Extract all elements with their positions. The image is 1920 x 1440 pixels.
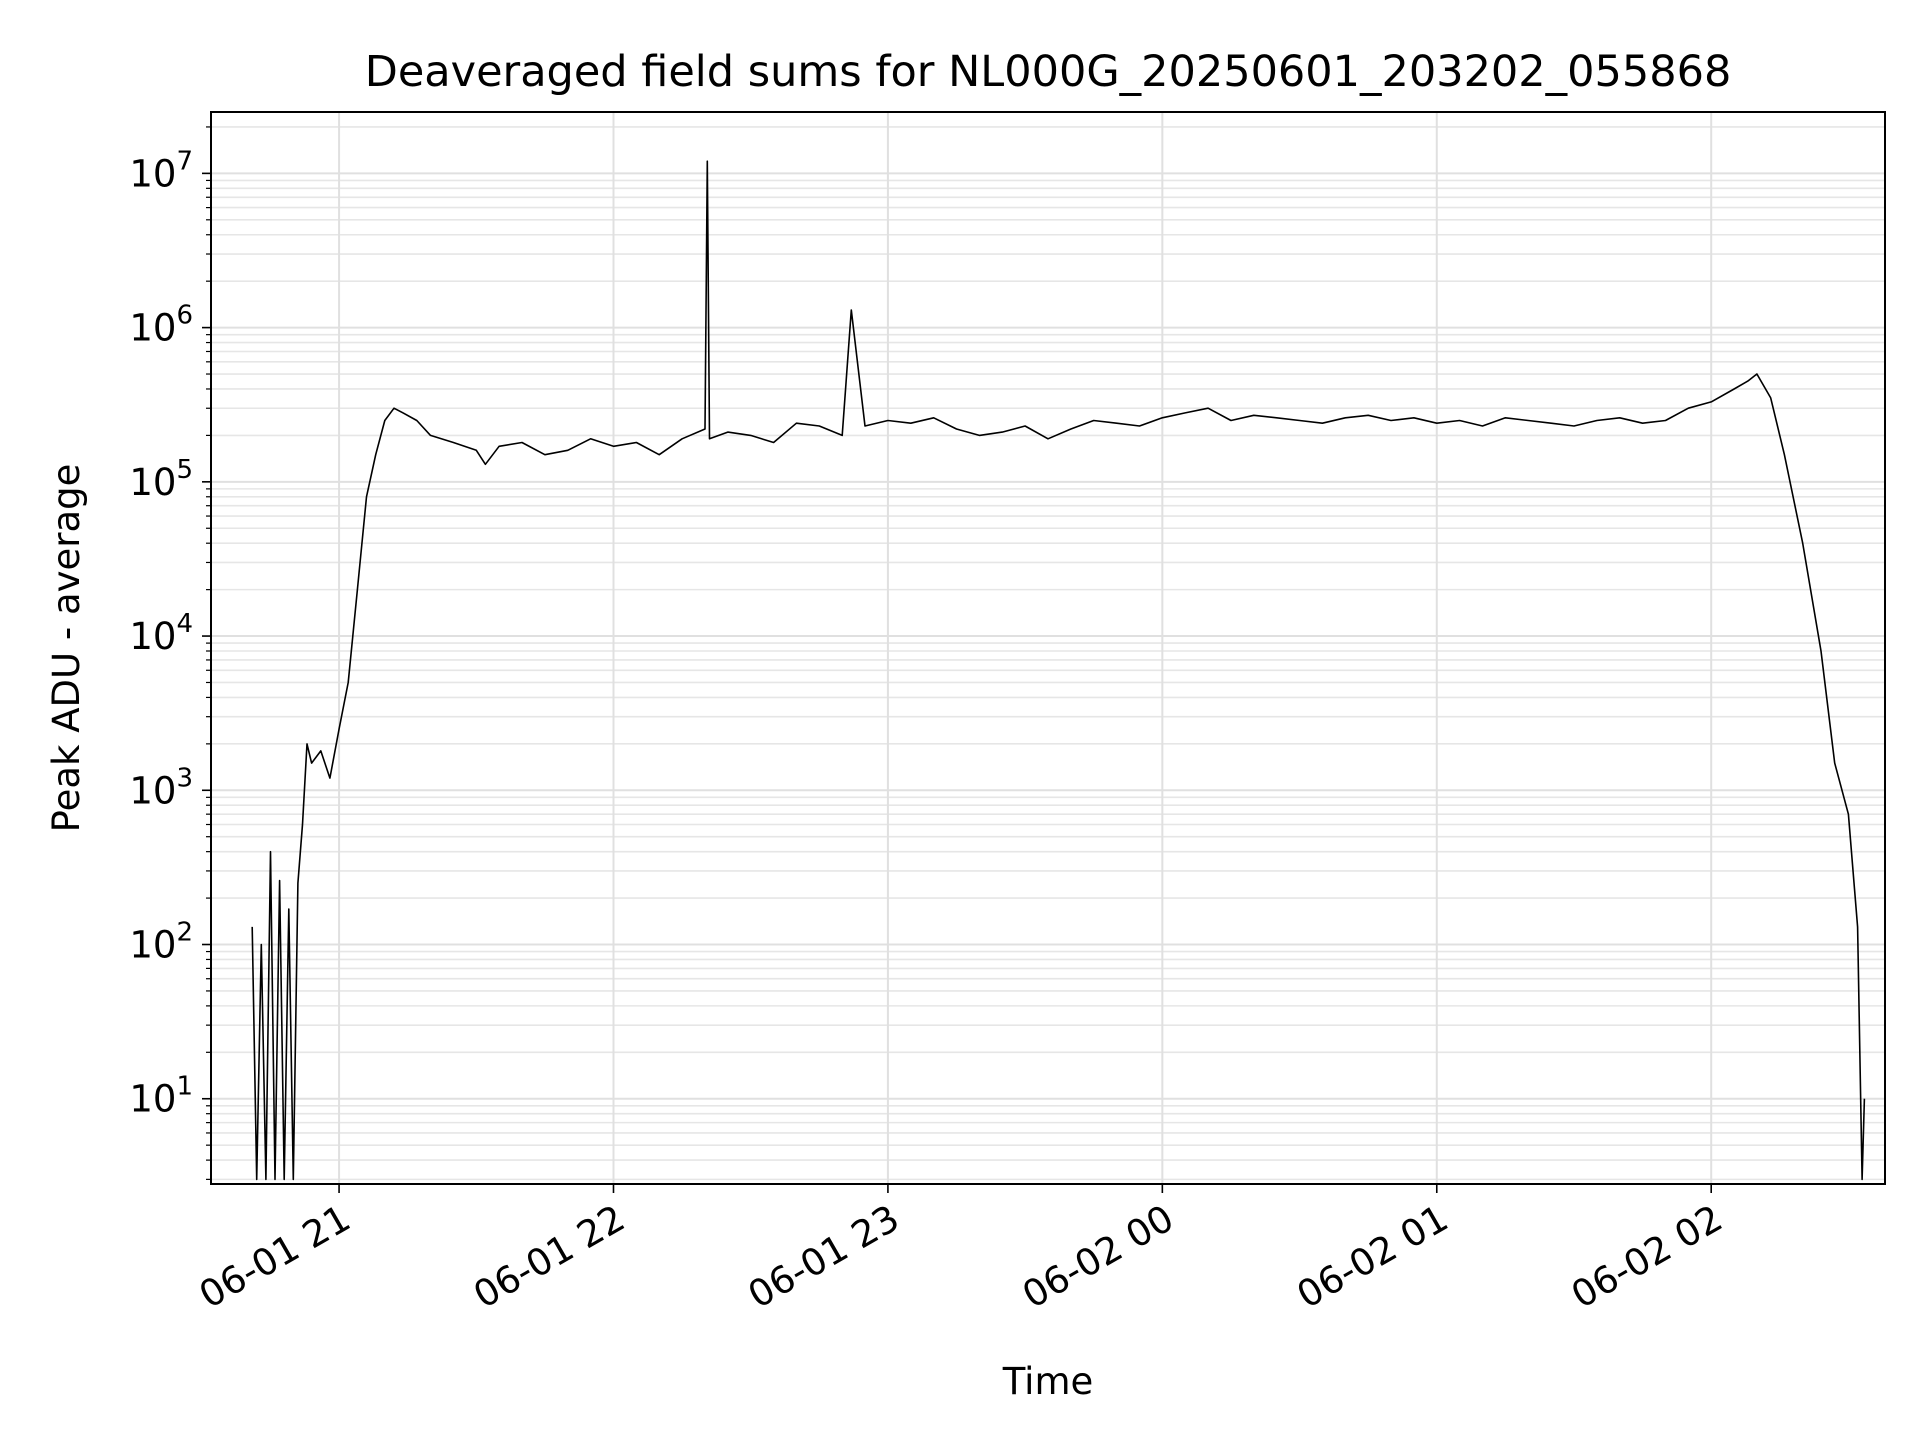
y-tick-label: 104 [129, 609, 193, 658]
x-axis-label: Time [1002, 1360, 1094, 1403]
y-tick-label: 103 [129, 763, 193, 812]
y-tick-label: 102 [129, 918, 193, 967]
y-tick-label: 101 [129, 1072, 193, 1121]
major-grid [211, 112, 1885, 1184]
y-tick-label: 106 [129, 301, 193, 350]
minor-grid [211, 126, 1885, 1181]
y-tick-label: 105 [129, 455, 193, 504]
chart-title: Deaveraged field sums for NL000G_2025060… [365, 47, 1732, 97]
y-tick-label: 107 [129, 146, 193, 195]
plot-frame [210, 111, 1886, 1185]
series-line [251, 160, 1866, 1181]
y-axis-label: Peak ADU - average [45, 464, 88, 833]
series-layer [251, 160, 1866, 1181]
